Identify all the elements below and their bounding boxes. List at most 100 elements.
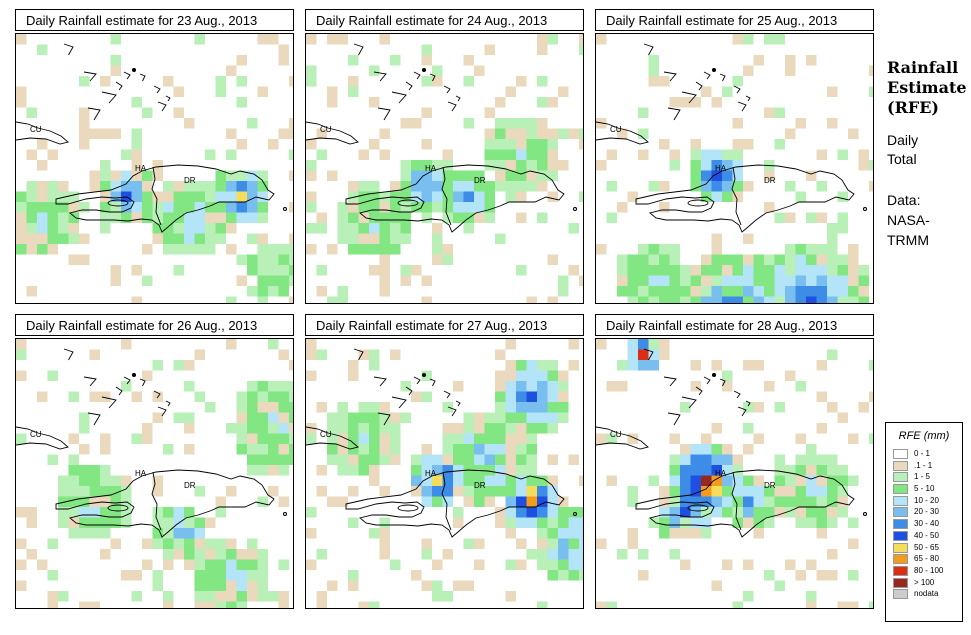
rainfall-cell (348, 465, 359, 476)
rainfall-cell (369, 433, 380, 444)
rainfall-cell (495, 465, 506, 476)
rainfall-cell (680, 517, 691, 528)
rainfall-cell (37, 191, 48, 202)
rainfall-cell (505, 381, 516, 392)
rainfall-cell (827, 118, 838, 129)
rainfall-cell (79, 128, 90, 139)
rainfall-cell (547, 370, 558, 381)
island-outline (153, 85, 161, 94)
rainfall-cell (837, 254, 848, 265)
rainfall-cell (142, 433, 153, 444)
rainfall-cell (732, 149, 743, 160)
rainfall-cell (236, 181, 247, 192)
rainfall-cell (711, 275, 722, 286)
island-outline (667, 107, 681, 121)
rainfall-cell (411, 118, 422, 129)
rainfall-cell (669, 549, 680, 560)
rainfall-cell (463, 181, 474, 192)
rainfall-cell (184, 517, 195, 528)
rainfall-cell (795, 496, 806, 507)
rainfall-cell (463, 412, 474, 423)
island-outline (63, 348, 74, 361)
legend-swatch (893, 589, 908, 600)
rainfall-cell (16, 212, 27, 223)
rainfall-cell (236, 97, 247, 108)
rainfall-cell (173, 181, 184, 192)
rainfall-cell (453, 486, 464, 497)
rainfall-cell (379, 454, 390, 465)
rainfall-cell (358, 181, 369, 192)
rainfall-cell (379, 286, 390, 297)
rainfall-cell (68, 202, 79, 213)
rainfall-cell (526, 549, 537, 560)
rainfall-cell (173, 233, 184, 244)
rainfall-cell (785, 286, 796, 297)
rainfall-cell (173, 191, 184, 202)
rainfall-cell (142, 191, 153, 202)
rainfall-cell (278, 423, 289, 434)
rainfall-cell (432, 559, 443, 570)
rainfall-cell (306, 433, 317, 444)
rainfall-cell (568, 223, 579, 234)
rainfall-cell (848, 254, 859, 265)
rainfall-cell (816, 496, 827, 507)
rainfall-cell (337, 34, 348, 45)
rainfall-cell (268, 591, 279, 602)
rainfall-cell (638, 128, 649, 139)
rainfall-cell (732, 465, 743, 476)
rainfall-cell (68, 212, 79, 223)
rainfall-cell (690, 496, 701, 507)
rainfall-cell (495, 370, 506, 381)
rainfall-cell (827, 86, 838, 97)
rainfall-cell (774, 454, 785, 465)
rainfall-cell (268, 454, 279, 465)
rainfall-cell (247, 170, 258, 181)
rainfall-cell (379, 244, 390, 255)
rainfall-cell (58, 591, 69, 602)
rainfall-cell (463, 118, 474, 129)
rainfall-cell (627, 528, 638, 539)
rainfall-cell (58, 233, 69, 244)
rainfall-cell (795, 507, 806, 518)
legend-item: > 100 (886, 577, 962, 589)
rainfall-cell (837, 212, 848, 223)
rainfall-cell (379, 549, 390, 560)
rainfall-cell (142, 170, 153, 181)
rainfall-cell (100, 444, 111, 455)
rainfall-cell (68, 223, 79, 234)
rainfall-cell (142, 181, 153, 192)
rainfall-cell (648, 76, 659, 87)
rainfall-cell (648, 296, 659, 303)
rainfall-cell (390, 181, 401, 192)
rainfall-cell (764, 381, 775, 392)
rainfall-cell (785, 465, 796, 476)
rainfall-cell (837, 486, 848, 497)
rainfall-cell (247, 591, 258, 602)
rainfall-cell (257, 433, 268, 444)
rainfall-cell (795, 465, 806, 476)
rainfall-cell (26, 517, 37, 528)
rainfall-cell (785, 370, 796, 381)
cuba-coast (16, 121, 69, 145)
rainfall-cell (701, 528, 712, 539)
rainfall-cell (306, 528, 317, 539)
rainfall-cell (474, 202, 485, 213)
rainfall-cell (858, 296, 869, 303)
rainfall-cell (858, 149, 869, 160)
country-label: HA (135, 164, 147, 173)
country-label: DR (184, 176, 196, 185)
rainfall-cell (390, 444, 401, 455)
rainfall-cell (547, 475, 558, 486)
rainfall-cell (701, 170, 712, 181)
island-outline (107, 199, 129, 207)
rainfall-cell (215, 191, 226, 202)
rainfall-cell (100, 160, 111, 171)
rainfall-cell (722, 265, 733, 276)
rainfall-cell (505, 149, 516, 160)
rainfall-cell (505, 507, 516, 518)
legend-swatch (893, 460, 908, 471)
rainfall-cell (774, 265, 785, 276)
rainfall-cell (816, 517, 827, 528)
rainfall-cell (701, 86, 712, 97)
rainfall-cell (289, 412, 293, 423)
